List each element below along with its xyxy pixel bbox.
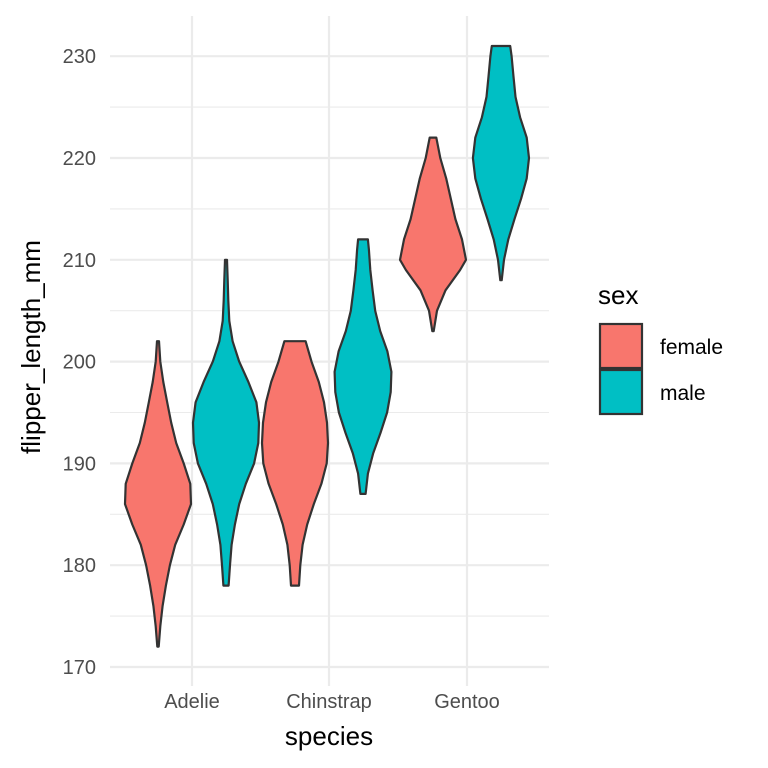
legend: sex female male bbox=[598, 280, 723, 416]
violin-adelie-female bbox=[123, 340, 193, 648]
y-axis-title: flipper_length_mm bbox=[16, 240, 46, 454]
y-tick-label: 220 bbox=[63, 148, 96, 170]
grid bbox=[110, 16, 549, 686]
violin-chinstrap-male bbox=[333, 238, 393, 495]
legend-title: sex bbox=[598, 280, 638, 310]
y-tick-label: 230 bbox=[63, 46, 96, 68]
y-tick-label: 210 bbox=[63, 250, 96, 272]
y-tick-label: 190 bbox=[63, 453, 96, 475]
legend-label-female: female bbox=[660, 336, 723, 359]
violin-gentoo-male bbox=[471, 44, 531, 282]
y-tick-label: 200 bbox=[63, 352, 96, 374]
y-tick-label: 170 bbox=[63, 657, 96, 679]
violin-gentoo-female bbox=[398, 136, 468, 333]
x-tick-label: Chinstrap bbox=[286, 691, 372, 713]
y-axis-ticks: 170 180 190 200 210 220 230 bbox=[63, 46, 96, 679]
legend-label-male: male bbox=[660, 382, 706, 405]
violin-adelie-male bbox=[191, 258, 261, 587]
x-axis-title: species bbox=[285, 721, 373, 751]
x-tick-label: Gentoo bbox=[434, 691, 500, 713]
legend-key-male bbox=[598, 368, 644, 416]
violin-chinstrap-female bbox=[260, 340, 330, 587]
x-tick-label: Adelie bbox=[164, 691, 220, 713]
violins bbox=[123, 44, 531, 648]
x-axis-ticks: Adelie Chinstrap Gentoo bbox=[164, 691, 500, 713]
legend-key-female bbox=[598, 322, 644, 370]
y-tick-label: 180 bbox=[63, 555, 96, 577]
